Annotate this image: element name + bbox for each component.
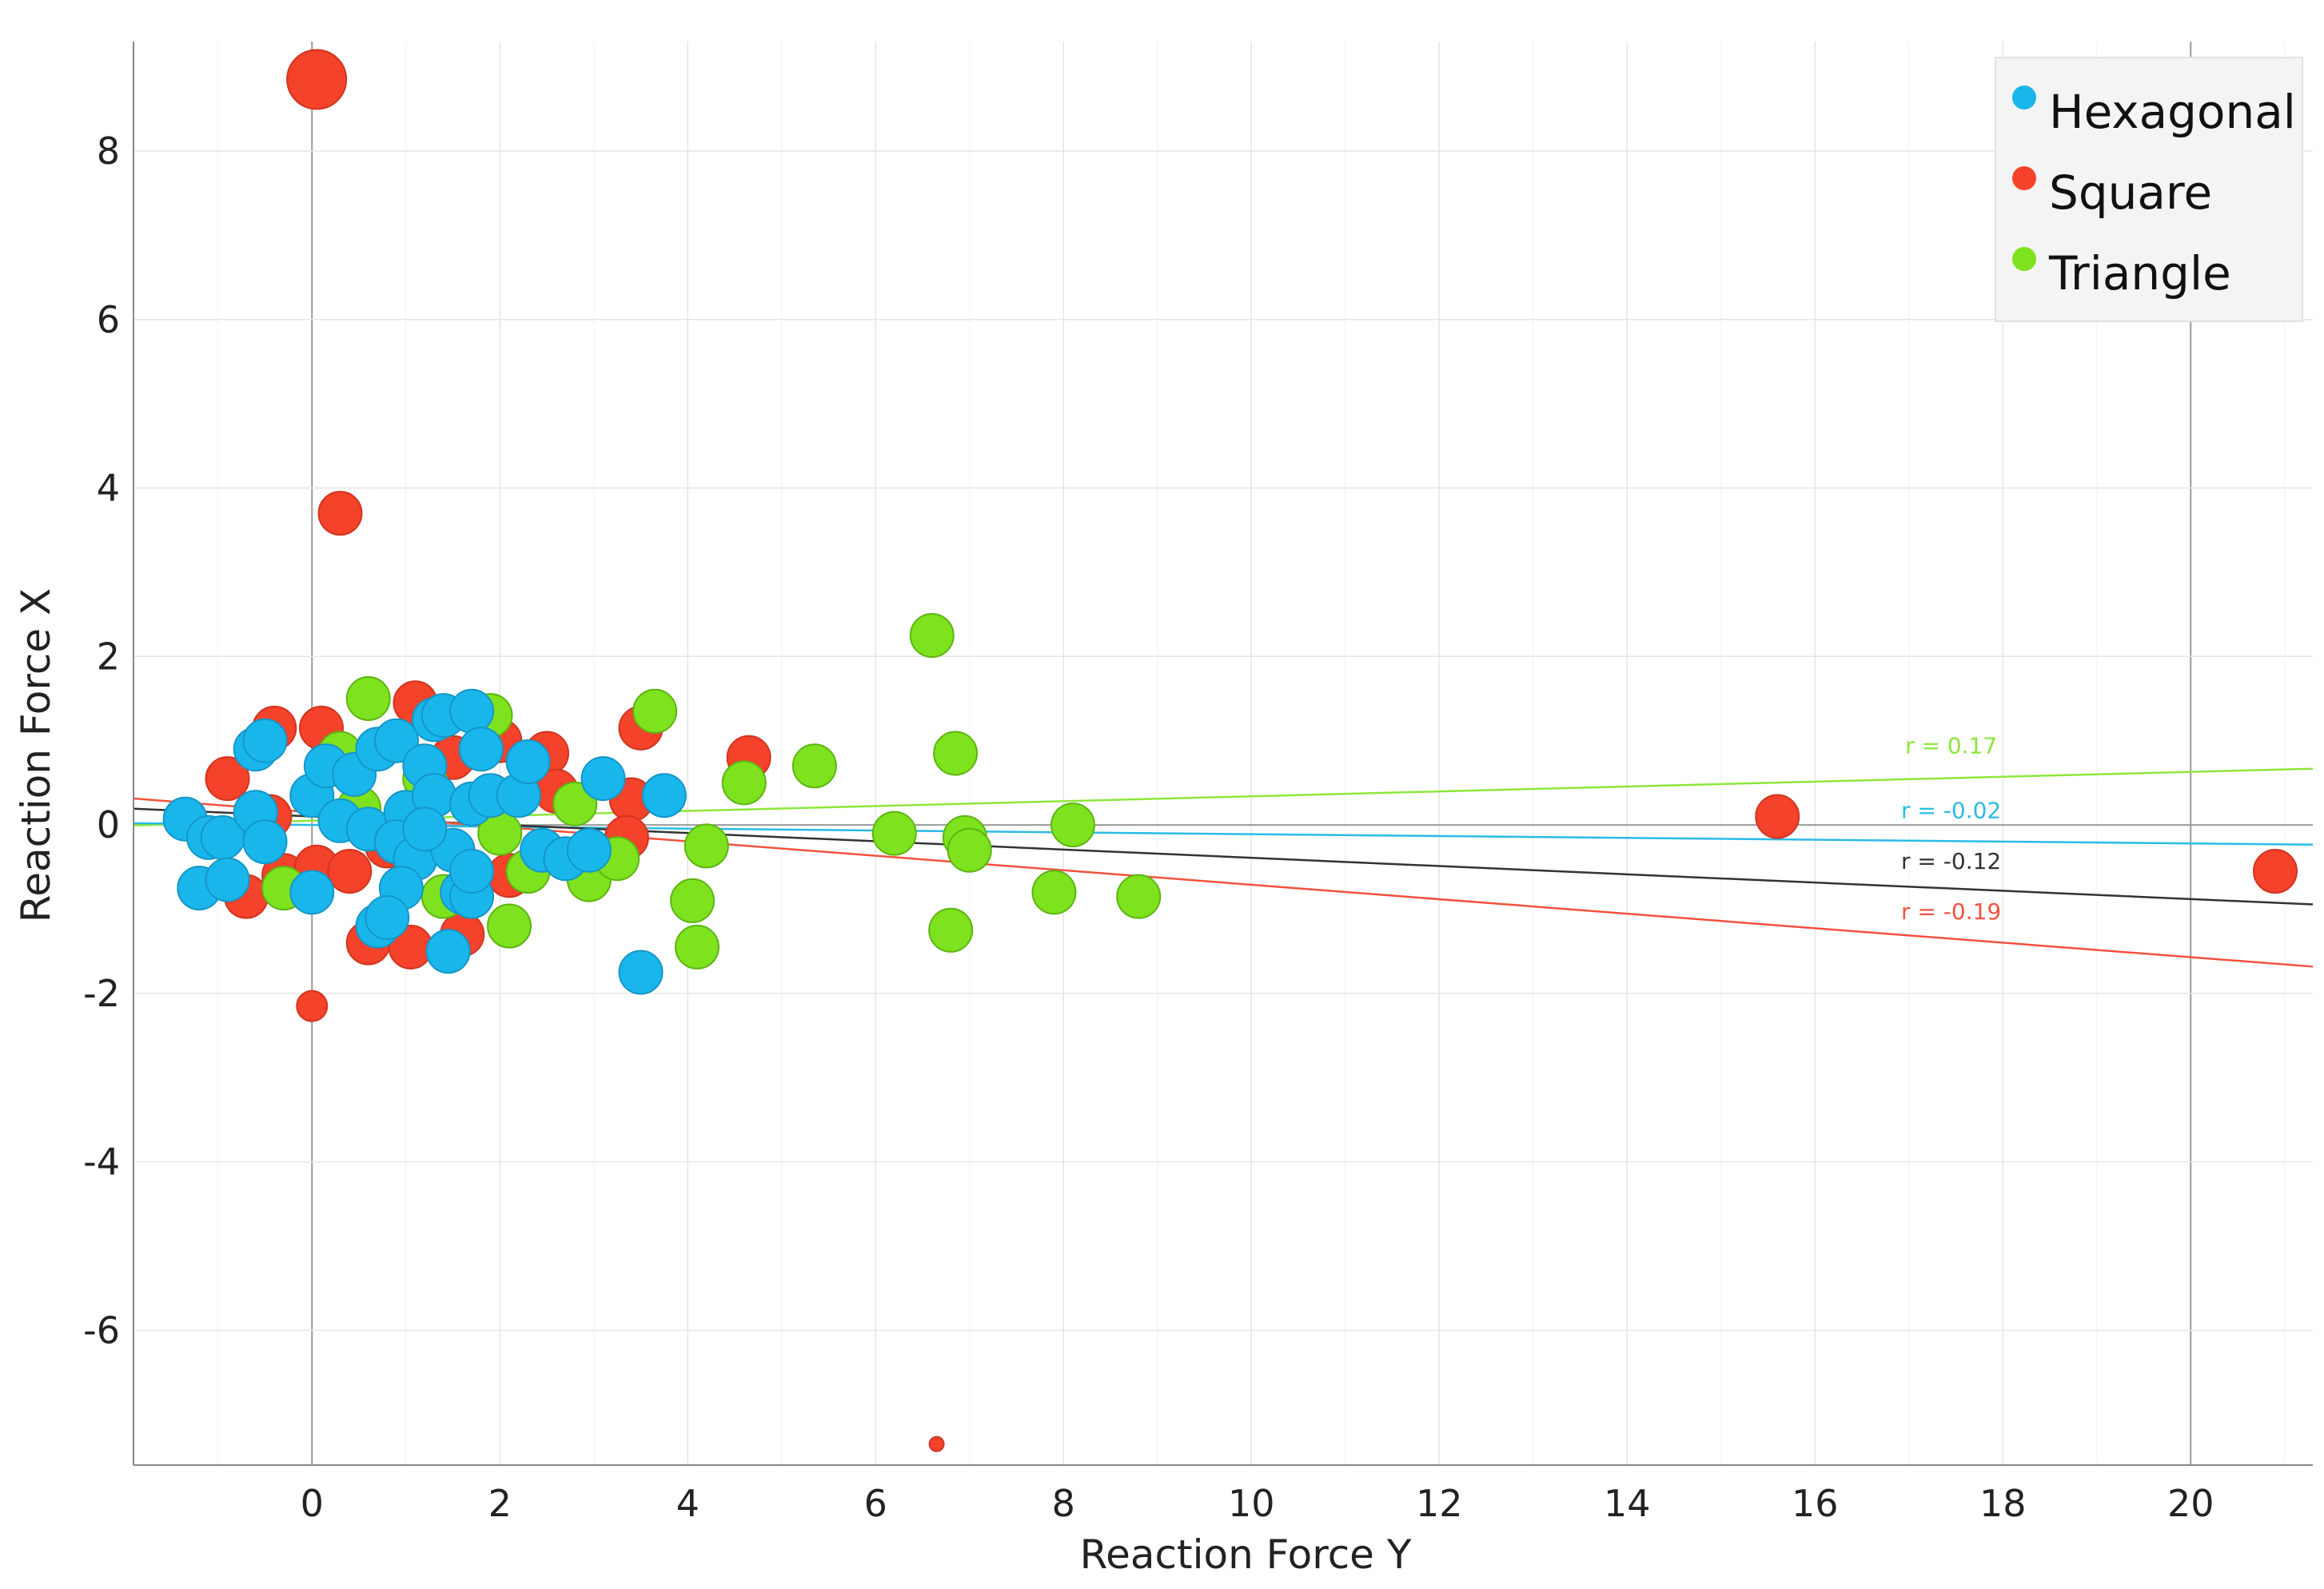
data-point	[871, 810, 917, 856]
x-tick-label: 2	[488, 1482, 512, 1525]
x-axis-title: Reaction Force Y	[1080, 1531, 1412, 1578]
data-point	[909, 612, 955, 658]
x-tick-label: 8	[1052, 1482, 1075, 1525]
data-point	[928, 1436, 945, 1452]
legend-items: Hexagonal Square Triangle	[2012, 85, 2296, 301]
x-tick-label: 18	[1979, 1482, 2027, 1525]
data-point	[670, 878, 716, 923]
data-point	[1031, 870, 1077, 915]
legend-marker	[2012, 247, 2036, 271]
data-point	[684, 823, 729, 869]
y-tick-label: 8	[97, 129, 120, 173]
x-tick-label: 10	[1228, 1482, 1275, 1525]
legend-marker	[2012, 166, 2036, 190]
y-tick-label: 2	[97, 635, 120, 678]
fit-line-label: r = -0.02	[1901, 798, 2001, 824]
data-point	[487, 903, 532, 949]
data-point	[449, 849, 494, 894]
data-point	[425, 929, 471, 974]
data-point	[449, 688, 494, 734]
x-tick-label: 16	[1792, 1482, 1839, 1525]
x-tick-label: 4	[676, 1482, 700, 1525]
data-point	[791, 743, 837, 789]
data-point	[327, 849, 373, 894]
data-point	[933, 731, 979, 776]
legend-label: Triangle	[2048, 246, 2231, 301]
data-point	[632, 688, 678, 734]
data-point	[205, 756, 250, 802]
data-points	[162, 49, 2298, 1452]
data-point	[242, 718, 288, 763]
data-point	[296, 990, 329, 1022]
data-point	[618, 950, 664, 995]
y-axis-title: Reaction Force X	[13, 588, 59, 922]
data-point	[1050, 802, 1095, 848]
x-tick-label: 14	[1604, 1482, 1651, 1525]
axes	[133, 42, 2313, 1466]
data-point	[928, 907, 974, 953]
data-point	[1116, 874, 1162, 919]
data-point	[345, 676, 391, 721]
fit-line-labels: r = 0.17 r = -0.02 r = -0.12 r = -0.19	[1901, 733, 2001, 926]
data-point	[505, 739, 551, 785]
x-tick-label: 6	[864, 1482, 887, 1525]
legend-label: Hexagonal	[2049, 85, 2296, 139]
data-point	[317, 491, 363, 536]
data-point	[641, 773, 687, 818]
fit-line-label: r = -0.19	[1901, 898, 2001, 925]
data-point	[286, 49, 348, 110]
data-point	[242, 819, 288, 865]
data-point	[2253, 849, 2298, 894]
data-point	[675, 924, 720, 970]
data-point	[1755, 794, 1800, 839]
legend: Hexagonal Square Triangle	[1995, 57, 2303, 322]
fit-line-label: r = -0.12	[1901, 848, 2001, 874]
x-tick-label: 20	[2167, 1482, 2214, 1525]
x-tick-label: 12	[1416, 1482, 1463, 1525]
data-point	[947, 827, 992, 873]
y-tick-label: 6	[97, 298, 120, 341]
data-point	[552, 781, 598, 826]
legend-label: Square	[2049, 165, 2212, 220]
legend-box	[1995, 57, 2303, 322]
y-tick-label: -2	[83, 972, 120, 1015]
data-point	[566, 827, 612, 873]
y-tick-label: 4	[97, 467, 120, 510]
x-tick-label: 0	[301, 1482, 324, 1525]
fit-line-label: r = 0.17	[1905, 733, 1997, 759]
data-point	[365, 895, 410, 940]
data-point	[374, 718, 419, 763]
data-point	[205, 857, 250, 902]
data-point	[580, 756, 626, 802]
data-point	[721, 760, 767, 806]
data-point	[458, 727, 504, 772]
data-point	[289, 870, 335, 915]
y-tick-label: -6	[83, 1308, 120, 1352]
y-tick-label: -4	[83, 1141, 120, 1184]
tick-labels: 0 2 4 6 8 10 12 14 16 18 20 -6 -4 -2 0 2 4 6 8	[83, 129, 2214, 1525]
y-tick-label: 0	[97, 803, 120, 846]
data-point	[402, 806, 448, 852]
legend-marker	[2012, 86, 2036, 110]
